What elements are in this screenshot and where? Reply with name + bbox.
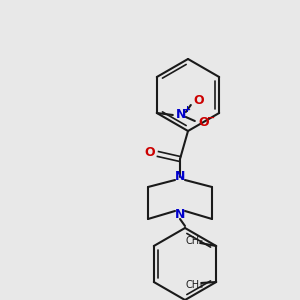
Text: N: N <box>175 170 185 184</box>
Text: O: O <box>194 94 204 107</box>
Text: CH₃: CH₃ <box>185 280 203 290</box>
Text: N: N <box>176 109 186 122</box>
Text: +: + <box>183 106 190 115</box>
Text: −: − <box>207 113 215 123</box>
Text: N: N <box>175 208 185 220</box>
Text: O: O <box>145 146 155 160</box>
Text: O: O <box>199 116 209 130</box>
Text: CH₃: CH₃ <box>185 236 203 246</box>
